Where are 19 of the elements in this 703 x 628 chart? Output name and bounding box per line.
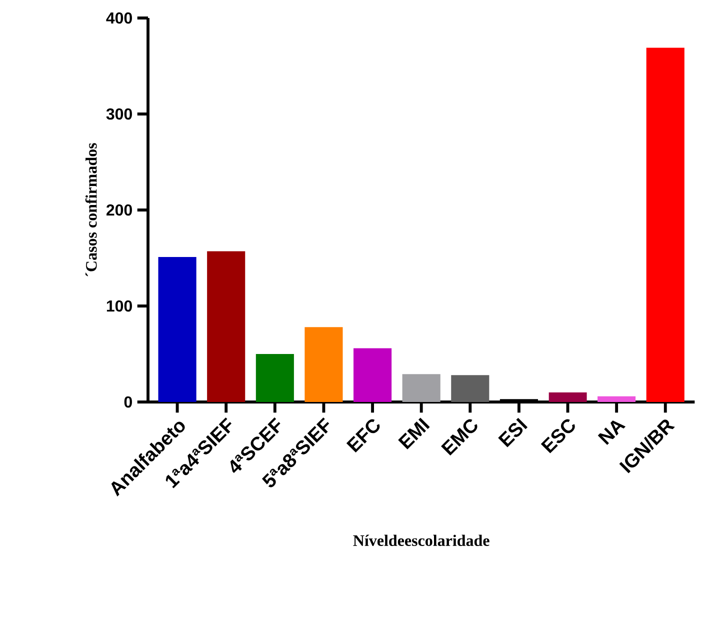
y-tick-label: 400 bbox=[106, 12, 132, 24]
x-axis-title: Níveldeescolaridade bbox=[353, 534, 490, 546]
bar bbox=[548, 392, 587, 402]
bar bbox=[598, 396, 636, 402]
y-tick-label: 0 bbox=[124, 396, 132, 408]
bar bbox=[646, 48, 684, 402]
bar bbox=[158, 257, 196, 402]
y-tick-label: 100 bbox=[106, 300, 132, 312]
y-axis-title: ´Casos confirmados bbox=[85, 143, 97, 276]
bar bbox=[353, 348, 392, 402]
x-tick-label: EMI bbox=[398, 418, 430, 450]
bar bbox=[207, 251, 246, 402]
bar bbox=[451, 375, 490, 402]
bar bbox=[256, 354, 294, 402]
bar bbox=[304, 327, 343, 402]
y-tick-label: 300 bbox=[106, 108, 132, 120]
y-tick-label: 200 bbox=[106, 204, 132, 216]
bar bbox=[402, 374, 440, 402]
x-tick-label: ESI bbox=[498, 418, 528, 448]
